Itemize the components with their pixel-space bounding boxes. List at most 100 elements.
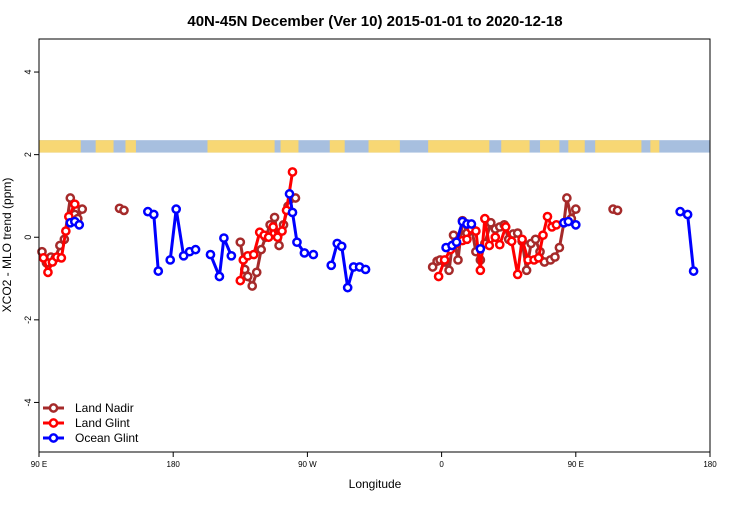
- land-nadir-point: [612, 205, 623, 216]
- land-glint-point: [490, 232, 501, 243]
- legend-label: Land Nadir: [75, 401, 134, 415]
- series-land-glint: [38, 167, 562, 286]
- land-glint-point: [533, 253, 544, 263]
- ocean-glint-point: [360, 264, 371, 275]
- legend-swatch-marker: [48, 418, 59, 428]
- land-nadir-point: [562, 193, 572, 203]
- land-glint-point: [542, 211, 553, 222]
- x-tick-label: 90 E: [31, 460, 47, 469]
- land-nadir-point: [65, 193, 76, 203]
- land-nadir-point: [242, 271, 253, 282]
- ocean-glint-point: [326, 260, 337, 271]
- ocean-glint-line: [288, 193, 314, 257]
- ocean-glint-point: [682, 209, 693, 220]
- legend-item-ocean-glint: Ocean Glint: [43, 431, 139, 445]
- legend-label: Land Glint: [75, 416, 130, 430]
- land-glint-point: [517, 234, 527, 245]
- ocean-glint-point: [451, 237, 462, 248]
- y-tick-label: -2: [23, 316, 33, 324]
- ocean-glint-point: [308, 249, 319, 260]
- land-glint-point: [272, 232, 283, 243]
- land-glint-point: [268, 222, 278, 232]
- ocean-glint-point: [688, 266, 699, 276]
- ocean-glint-line: [209, 236, 233, 278]
- land-strip-segment: [650, 140, 660, 153]
- land-nadir-point: [554, 242, 565, 253]
- series-land-nadir: [37, 193, 623, 291]
- land-glint-point: [235, 275, 246, 286]
- land-glint-point: [484, 240, 495, 251]
- ocean-glint-point: [226, 250, 237, 261]
- ocean-glint-point: [475, 243, 486, 254]
- ocean-glint-point: [148, 209, 159, 220]
- land-glint-point: [471, 226, 481, 236]
- land-strip-segment: [540, 140, 560, 153]
- land-strip-segment: [39, 140, 81, 153]
- legend-item-land-glint: Land Glint: [43, 416, 130, 430]
- land-nadir-point: [256, 244, 267, 255]
- land-nadir-point: [521, 265, 532, 276]
- land-glint-point: [60, 226, 71, 236]
- ocean-glint-point: [219, 233, 229, 243]
- legend-item-land-nadir: Land Nadir: [43, 401, 134, 415]
- ocean-glint-line: [147, 210, 160, 272]
- land-strip-segment: [207, 140, 275, 153]
- plot-frame: [38, 38, 711, 453]
- land-glint-point: [263, 232, 274, 243]
- legend-swatch-marker: [48, 403, 59, 413]
- land-strip-segment: [125, 140, 136, 153]
- x-axis-label: Longitude: [349, 477, 402, 491]
- ocean-glint-point: [284, 189, 295, 199]
- ocean-glint-point: [675, 206, 686, 217]
- land-glint-point: [38, 253, 49, 263]
- land-nadir-point: [269, 212, 280, 223]
- land-strip-segment: [595, 140, 642, 153]
- ocean-glint-point: [570, 220, 581, 230]
- land-glint-point: [462, 234, 472, 245]
- x-tick-label: 180: [703, 460, 717, 469]
- y-tick-label: 0: [23, 235, 33, 240]
- land-glint-point: [43, 267, 53, 278]
- y-tick-label: 2: [23, 152, 33, 157]
- ocean-glint-point: [466, 219, 477, 229]
- land-nadir-point: [530, 234, 541, 245]
- ocean-glint-point: [292, 237, 302, 248]
- ocean-glint-point: [563, 216, 574, 227]
- legend-swatch-marker: [48, 433, 59, 443]
- land-nadir-point: [444, 265, 454, 276]
- land-nadir-point: [453, 255, 463, 265]
- x-tick-label: 90 W: [298, 460, 317, 469]
- land-glint-point: [56, 253, 67, 263]
- land-nadir-point: [247, 281, 258, 291]
- land-strip-segment: [501, 140, 530, 153]
- land-glint-point: [479, 213, 490, 224]
- land-glint-point: [433, 271, 444, 282]
- series-layer: [37, 167, 699, 293]
- land-glint-point: [512, 269, 523, 280]
- land-nadir-point: [512, 228, 523, 238]
- ocean-glint-point: [214, 271, 225, 282]
- land-nadir-point: [251, 267, 262, 278]
- land-strip-segment: [568, 140, 585, 153]
- land-glint-point: [277, 226, 287, 236]
- land-glint-point: [551, 220, 562, 230]
- land-glint-point: [494, 239, 505, 250]
- land-strip-segment: [280, 140, 299, 153]
- x-tick-label: 180: [167, 460, 181, 469]
- ocean-glint-point: [299, 248, 310, 258]
- land-strip-segment: [329, 140, 345, 153]
- land-glint-point: [475, 265, 486, 276]
- land-glint-point: [500, 222, 511, 232]
- land-strip-segment: [428, 140, 490, 153]
- land-glint-point: [69, 199, 80, 210]
- land-strip-segment: [368, 140, 400, 153]
- ocean-glint-point: [336, 241, 347, 252]
- ocean-glint-point: [153, 266, 164, 276]
- series-ocean-glint: [65, 189, 699, 293]
- land-nadir-point: [570, 204, 581, 215]
- land-nadir-point: [550, 252, 560, 262]
- ocean-glint-point: [74, 220, 85, 230]
